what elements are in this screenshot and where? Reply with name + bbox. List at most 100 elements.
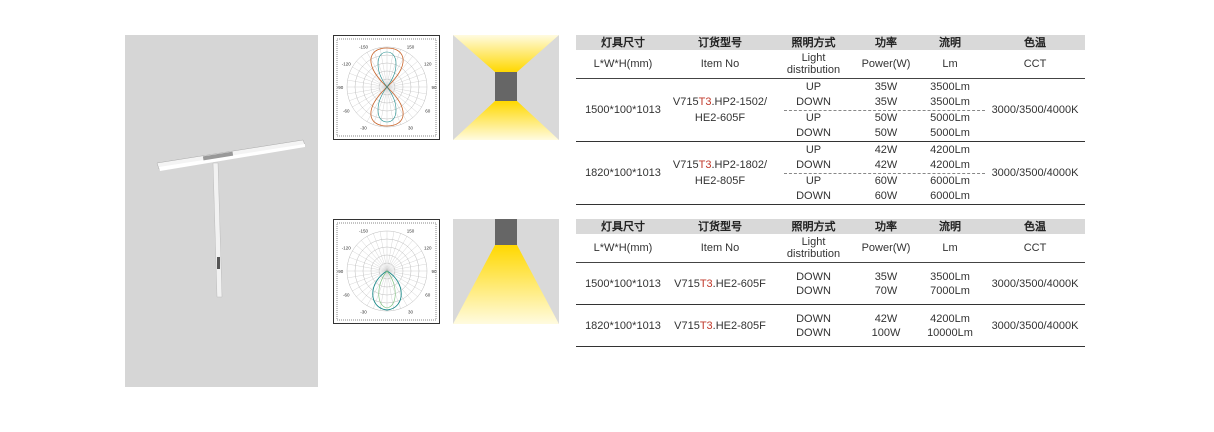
header-cell: 流明 — [939, 220, 961, 233]
polar-spoke — [347, 79, 388, 88]
distribution-cell: UP — [805, 174, 822, 187]
distribution-cell: UP — [805, 111, 822, 124]
angle-label: -90 — [337, 85, 344, 90]
subheader-cell: L*W*H(mm) — [593, 242, 653, 254]
power-cell: 50W — [874, 127, 898, 140]
polar-spoke — [386, 270, 427, 279]
angle-label: 90 — [431, 85, 437, 90]
angle-label: 60 — [425, 109, 431, 114]
angle-label: 60 — [425, 293, 431, 298]
item-no: V715T3.HE2-805F — [674, 318, 766, 334]
polar-svg: -150 150 -120 120 -90 90 -60 60 -30 30 — [336, 222, 437, 321]
polar-spoke — [386, 231, 395, 272]
product-photo — [125, 35, 318, 387]
light-effect-down — [453, 219, 559, 324]
distribution-cell: DOWN — [796, 127, 831, 140]
lumen-cell: 5000Lm — [930, 111, 970, 124]
polar-spoke — [386, 270, 425, 285]
distribution-cell: UP — [805, 143, 822, 156]
item-prefix: V715 — [672, 159, 699, 171]
subheader-cell: Power(W) — [861, 242, 911, 254]
angle-label: -60 — [343, 293, 350, 298]
curve-c0 — [372, 270, 402, 311]
angle-label: 30 — [408, 126, 414, 131]
item-no: V715T3.HP2-1802/HE2-805F — [673, 157, 767, 189]
polar-spoke — [366, 86, 388, 122]
row-divider — [784, 110, 985, 111]
power-cell: 42W — [874, 143, 898, 156]
light-effect-up-down — [453, 35, 559, 140]
polar-spoke — [356, 61, 388, 88]
curve-c90 — [378, 270, 396, 309]
size-cell: 1820*100*1013 — [585, 167, 661, 179]
item-series-code: T3 — [698, 96, 712, 108]
cct-cell: 3000/3500/4000K — [991, 104, 1079, 116]
polar-spoke — [386, 61, 418, 88]
polar-spoke — [373, 86, 388, 125]
polar-spoke — [349, 257, 388, 272]
header-cell: 流明 — [939, 36, 961, 49]
polar-spoke — [366, 270, 388, 306]
polar-spoke — [373, 49, 388, 88]
angle-label: -150 — [359, 228, 369, 233]
header-cell: 功率 — [875, 220, 897, 233]
item-cell: V715T3.HP2-1802/HE2-805F — [670, 142, 770, 204]
subheader-cell: Lm — [942, 242, 958, 254]
distribution-cell: UP — [805, 80, 822, 93]
subheader-cell: Light distribution — [786, 52, 841, 76]
power-cell: 60W — [874, 190, 898, 203]
polar-spoke — [386, 86, 427, 95]
power-cell: 70W — [874, 284, 898, 297]
power-cell: 35W — [874, 80, 898, 93]
power-cell: 35W — [874, 96, 898, 109]
item-cell: V715T3.HP2-1502/HE2-605F — [670, 79, 770, 141]
header-row: 灯具尺寸 订货型号 照明方式 功率 流明 色温 — [576, 35, 1085, 50]
polar-spoke — [386, 236, 408, 272]
lumen-cell: 4200Lm — [930, 143, 970, 156]
polar-spoke — [386, 233, 401, 272]
polar-spoke — [349, 73, 388, 88]
lumen-cell: 3500Lm — [930, 96, 970, 109]
angle-label: 120 — [424, 246, 432, 251]
polar-spoke — [386, 86, 401, 125]
polar-spoke — [386, 270, 418, 297]
power-cell: 60W — [874, 174, 898, 187]
angle-label: 150 — [407, 44, 415, 49]
item-series-code: T3 — [698, 159, 712, 171]
polar-spoke — [386, 86, 425, 101]
size-cell: 1820*100*1013 — [585, 319, 661, 332]
polar-spoke — [352, 270, 388, 292]
item-prefix: V715 — [674, 319, 700, 332]
polar-spoke — [366, 236, 388, 272]
power-cell: 35W — [874, 270, 898, 283]
polar-spoke — [386, 49, 401, 88]
power-cell: 42W — [874, 312, 898, 325]
item-prefix: V715 — [672, 96, 699, 108]
item-suffix: .HP2-1802/ — [711, 159, 768, 171]
subheader-cell: Lm — [942, 58, 958, 70]
polar-spoke — [386, 86, 422, 108]
item-no: V715T3.HP2-1502/HE2-605F — [673, 94, 767, 126]
polar-spoke — [356, 245, 388, 272]
polar-spoke — [386, 86, 408, 122]
lumen-cell: 5000Lm — [930, 127, 970, 140]
item-suffix: HE2-605F — [694, 112, 746, 124]
polar-spoke — [386, 270, 408, 306]
lumen-cell: 3500Lm — [930, 270, 970, 283]
item-prefix: V715 — [674, 277, 700, 290]
polar-spoke — [349, 86, 388, 101]
polar-spoke — [356, 270, 388, 297]
header-cell: 色温 — [1024, 36, 1046, 49]
item-cell: V715T3.HE2-605F — [670, 263, 770, 304]
polar-spoke — [347, 86, 388, 95]
beam-drawing — [453, 219, 559, 324]
distribution-cell: DOWN — [796, 326, 831, 339]
table-group: 1500*100*1013 V715T3.HP2-1502/HE2-605F UP 3… — [576, 79, 1085, 142]
item-suffix: .HE2-605F — [712, 277, 766, 290]
header-cell: 订货型号 — [698, 220, 742, 233]
table-group: 1820*100*1013 V715T3.HE2-805F DOWN 42W 4200L… — [576, 305, 1085, 347]
power-cell: 50W — [874, 111, 898, 124]
header-cell: 色温 — [1024, 220, 1046, 233]
polar-spoke — [366, 52, 388, 88]
